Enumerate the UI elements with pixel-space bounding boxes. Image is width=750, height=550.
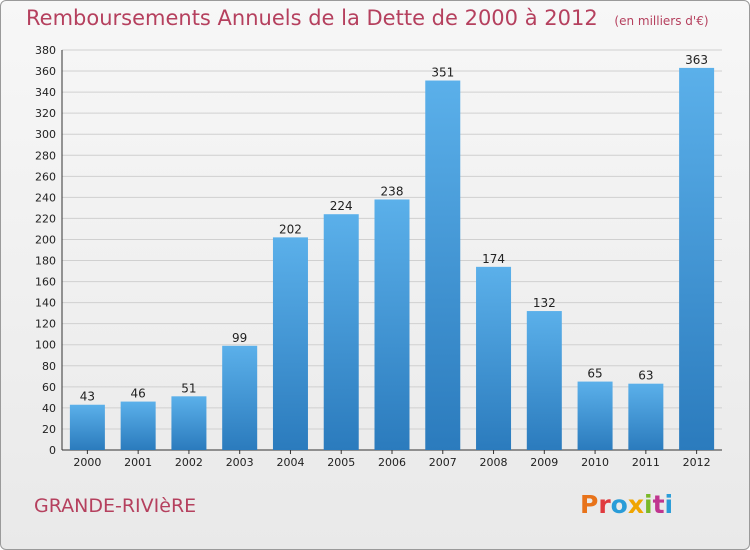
bar-2007	[425, 80, 461, 451]
x-tick-label: 2008	[480, 456, 508, 469]
logo-letter: r	[598, 490, 611, 519]
y-tick-label: 340	[35, 86, 56, 99]
x-tick-label: 2001	[124, 456, 152, 469]
x-tick-label: 2006	[378, 456, 406, 469]
y-tick-label: 380	[35, 44, 56, 57]
x-tick-label: 2009	[530, 456, 558, 469]
logo-letter: t	[652, 490, 665, 519]
logo-letter: i	[664, 490, 674, 519]
bar-value-label: 43	[80, 390, 95, 404]
x-tick-label: 2012	[683, 456, 711, 469]
bar-value-label: 99	[232, 331, 247, 345]
x-tick-label: 2005	[327, 456, 355, 469]
y-tick-label: 160	[35, 276, 56, 289]
chart-title: Remboursements Annuels de la Dette de 20…	[26, 6, 598, 30]
x-tick-label: 2002	[175, 456, 203, 469]
bar-2012	[679, 67, 715, 450]
y-tick-label: 220	[35, 212, 56, 225]
bar-2010	[577, 381, 613, 450]
y-tick-label: 180	[35, 255, 56, 268]
bar-value-label: 351	[431, 66, 454, 80]
x-tick-label: 2003	[226, 456, 254, 469]
chart-title-block: Remboursements Annuels de la Dette de 20…	[26, 6, 709, 30]
bar-2001	[120, 401, 156, 450]
logo-letter: P	[580, 490, 599, 519]
x-tick-label: 2007	[429, 456, 457, 469]
bar-2009	[526, 311, 562, 450]
bar-2008	[476, 266, 512, 450]
x-tick-label: 2004	[276, 456, 304, 469]
y-tick-label: 320	[35, 107, 56, 120]
bar-value-label: 46	[131, 387, 146, 401]
bar-value-label: 65	[587, 367, 602, 381]
logo-letter: i	[644, 490, 653, 519]
y-tick-label: 300	[35, 128, 56, 141]
y-tick-label: 100	[35, 339, 56, 352]
bar-2004	[272, 237, 308, 450]
y-tick-label: 120	[35, 318, 56, 331]
bar-2006	[374, 199, 410, 450]
y-tick-label: 140	[35, 297, 56, 310]
logo-letter: x	[627, 490, 644, 519]
x-tick-label: 2000	[73, 456, 101, 469]
bar-value-label: 51	[181, 381, 196, 395]
y-tick-label: 20	[42, 423, 56, 436]
labels: 43 2000 46 2001 51 2002 99 2003 202 2004 224 2005 23…	[73, 53, 710, 469]
city-name: GRANDE-RIVIèRE	[34, 495, 197, 517]
bar-value-label: 363	[685, 53, 708, 67]
bars	[69, 67, 715, 451]
y-tick-label: 200	[35, 233, 56, 246]
y-tick-label: 60	[42, 381, 56, 394]
bar-value-label: 63	[638, 369, 653, 383]
x-tick-label: 2011	[632, 456, 660, 469]
bar-value-label: 202	[279, 222, 302, 236]
y-tick-label: 360	[35, 65, 56, 78]
y-tick-label: 240	[35, 191, 56, 204]
bar-value-label: 224	[330, 199, 353, 213]
y-tick-label: 280	[35, 149, 56, 162]
bar-value-label: 238	[381, 184, 404, 198]
bar-2000	[69, 404, 105, 450]
bar-2003	[222, 345, 258, 450]
bar-2005	[323, 214, 359, 450]
y-tick-label: 40	[42, 402, 56, 415]
x-tick-label: 2010	[581, 456, 609, 469]
bar-value-label: 132	[533, 296, 556, 310]
y-tick-label: 260	[35, 170, 56, 183]
bar-2011	[628, 383, 664, 450]
proxiti-logo: Proxiti	[580, 490, 673, 519]
bar-2002	[171, 396, 207, 450]
y-tick-label: 0	[49, 444, 56, 457]
logo-letter: o	[610, 490, 628, 519]
y-tick-label: 80	[42, 360, 56, 373]
bar-value-label: 174	[482, 252, 505, 266]
chart-subtitle: (en milliers d'€)	[614, 14, 709, 28]
